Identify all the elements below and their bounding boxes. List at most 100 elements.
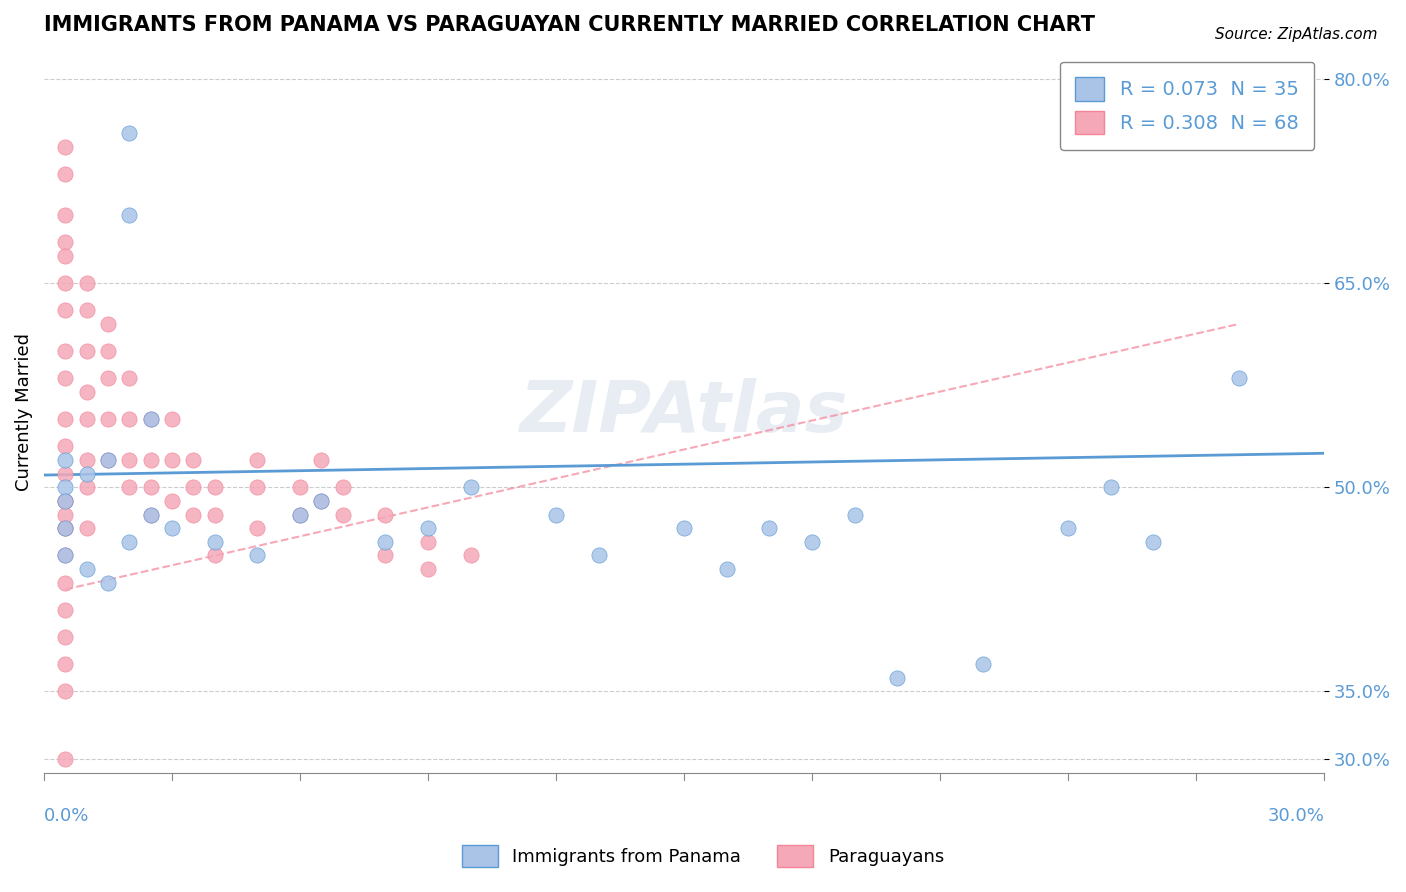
Point <box>118 412 141 426</box>
Point <box>204 549 226 563</box>
Point <box>183 453 205 467</box>
Point <box>55 549 77 563</box>
Point <box>55 657 77 672</box>
Point <box>76 453 98 467</box>
Point <box>55 371 77 385</box>
Point <box>97 344 120 359</box>
Point <box>76 385 98 400</box>
Point <box>55 684 77 698</box>
Point <box>55 521 77 535</box>
Text: 0.0%: 0.0% <box>44 807 90 825</box>
Point <box>55 140 77 154</box>
Point <box>55 521 77 535</box>
Point <box>1099 480 1122 494</box>
Point <box>1227 371 1250 385</box>
Point <box>55 521 77 535</box>
Point <box>311 494 333 508</box>
Point <box>97 412 120 426</box>
Point <box>1057 521 1080 535</box>
Point <box>673 521 696 535</box>
Text: ZIPAtlas: ZIPAtlas <box>520 378 848 447</box>
Point <box>139 412 162 426</box>
Point <box>204 534 226 549</box>
Point <box>76 344 98 359</box>
Point <box>1142 534 1164 549</box>
Point <box>288 480 311 494</box>
Point <box>160 453 183 467</box>
Point <box>246 480 269 494</box>
Y-axis label: Currently Married: Currently Married <box>15 334 32 491</box>
Point <box>118 127 141 141</box>
Point <box>844 508 866 522</box>
Point <box>546 508 568 522</box>
Point <box>76 467 98 481</box>
Point <box>55 249 77 263</box>
Point <box>160 521 183 535</box>
Point <box>204 480 226 494</box>
Point <box>55 276 77 290</box>
Point <box>460 480 482 494</box>
Point <box>97 453 120 467</box>
Point <box>460 549 482 563</box>
Point <box>183 480 205 494</box>
Point <box>55 630 77 644</box>
Point <box>801 534 824 549</box>
Point <box>97 575 120 590</box>
Point <box>55 494 77 508</box>
Text: IMMIGRANTS FROM PANAMA VS PARAGUAYAN CURRENTLY MARRIED CORRELATION CHART: IMMIGRANTS FROM PANAMA VS PARAGUAYAN CUR… <box>44 15 1095 35</box>
Point <box>972 657 994 672</box>
Point <box>246 549 269 563</box>
Point <box>55 494 77 508</box>
Point <box>55 412 77 426</box>
Point <box>588 549 610 563</box>
Point <box>118 534 141 549</box>
Point <box>246 453 269 467</box>
Point <box>55 303 77 318</box>
Point <box>311 453 333 467</box>
Legend: Immigrants from Panama, Paraguayans: Immigrants from Panama, Paraguayans <box>454 838 952 874</box>
Point <box>118 208 141 222</box>
Point <box>55 494 77 508</box>
Point <box>716 562 738 576</box>
Point <box>55 467 77 481</box>
Point <box>55 603 77 617</box>
Point <box>139 412 162 426</box>
Point <box>97 453 120 467</box>
Point <box>416 534 439 549</box>
Point <box>139 508 162 522</box>
Point <box>55 752 77 766</box>
Point <box>55 575 77 590</box>
Point <box>886 671 908 685</box>
Point <box>76 480 98 494</box>
Point <box>76 276 98 290</box>
Point <box>374 549 396 563</box>
Point <box>55 508 77 522</box>
Point <box>311 494 333 508</box>
Point <box>758 521 780 535</box>
Point <box>55 208 77 222</box>
Point <box>288 508 311 522</box>
Point <box>55 440 77 454</box>
Point <box>55 480 77 494</box>
Point <box>55 167 77 181</box>
Point <box>76 562 98 576</box>
Point <box>76 521 98 535</box>
Point <box>76 303 98 318</box>
Point <box>55 344 77 359</box>
Point <box>374 534 396 549</box>
Point <box>160 412 183 426</box>
Point <box>55 549 77 563</box>
Point <box>118 453 141 467</box>
Point <box>118 371 141 385</box>
Point <box>139 453 162 467</box>
Point <box>139 508 162 522</box>
Point <box>118 480 141 494</box>
Point <box>139 480 162 494</box>
Legend: R = 0.073  N = 35, R = 0.308  N = 68: R = 0.073 N = 35, R = 0.308 N = 68 <box>1060 62 1315 150</box>
Point <box>246 521 269 535</box>
Point <box>332 508 354 522</box>
Text: Source: ZipAtlas.com: Source: ZipAtlas.com <box>1215 27 1378 42</box>
Point <box>204 508 226 522</box>
Point <box>97 371 120 385</box>
Point <box>288 508 311 522</box>
